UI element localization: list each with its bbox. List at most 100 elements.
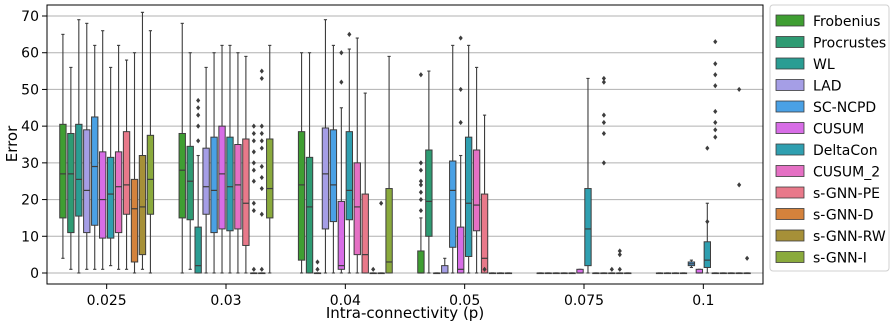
box-plot-box [321,19,330,274]
box-plot-box [417,72,425,274]
outlier-point [259,145,264,151]
outlier-point [259,266,264,272]
x-tick-label: 0.03 [210,293,241,309]
box-plot-box [735,86,743,275]
plot-area-frame [46,4,764,285]
outlier-point [601,130,606,137]
box-plot-box [719,272,727,275]
y-tick-label: 60 [21,46,39,62]
outlier-point [259,75,264,82]
box-plot-box [266,44,274,274]
legend-label: LAD [813,79,841,95]
box-plot-box [305,52,314,274]
outlier-point [737,182,742,188]
outlier-point [601,160,606,166]
outlier-point [458,35,463,41]
box-body [266,138,274,219]
box-plot-box [425,70,433,274]
legend-label: Frobenius [813,14,880,30]
legend-item: s-GNN-I [775,251,867,267]
legend-item: LAD [775,79,841,95]
outlier-point [601,79,606,85]
box-body [178,132,186,219]
box-plot-box [258,68,266,275]
box-plot-box [703,145,711,274]
legend-label: s-GNN-PE [813,186,880,202]
legend-item: Procrustes [775,36,886,52]
box-plot-box [616,248,624,275]
y-tick-label: 20 [21,193,39,209]
outlier-point [601,75,606,82]
y-tick-label: 0 [30,266,39,282]
outlier-point [458,86,463,93]
box-body [114,151,123,234]
outlier-point [418,207,423,214]
outlier-point [347,31,352,37]
outlier-point [418,196,423,203]
outlier-point [713,134,718,140]
outlier-point [418,189,423,195]
x-tick-label: 0.05 [449,293,480,309]
outlier-point [259,174,264,181]
legend-swatch [775,186,805,199]
box-body [361,193,369,274]
box-plot-box [114,44,123,270]
outlier-point [259,185,264,192]
outlier-point [251,138,256,144]
box-plot-box [608,266,616,275]
box-plot-box [83,22,91,270]
outlier-point [617,248,622,254]
box-plot-box [202,66,210,274]
box-body [584,188,592,267]
box-plot-box [250,123,258,275]
outlier-point [713,108,718,115]
box-body [417,250,425,274]
outlier-point [251,123,256,129]
box-body [194,226,202,274]
y-tick-label: 30 [21,156,39,172]
box-plot-box [663,272,672,275]
box-plot-box [457,35,465,274]
box-plot-box [433,272,441,275]
box-plot-box [122,59,131,270]
y-tick-label: 40 [21,119,39,135]
legend-frame [769,4,890,272]
legend-label: SC-NCPD [813,100,876,116]
box-body [345,131,353,221]
box-plot-box [449,44,457,274]
box-body [703,241,711,268]
legend-item: Frobenius [775,14,880,30]
box-plot-box [146,30,155,274]
box-plot-box [711,39,719,275]
legend: Frobenius Procrustes WL LAD SC-NCPD CUSUM Delt… [769,4,890,272]
x-tick-label: 0.075 [564,293,604,309]
box-body [146,134,155,215]
box-body [329,129,338,223]
box-plot-box [552,272,560,275]
box-plot-box [67,66,75,270]
box-plot-box [536,272,544,275]
box-body [106,156,115,239]
outlier-point [713,39,718,45]
legend-label: DeltaCon [813,143,878,159]
legend-label: WL [813,57,835,73]
legend-swatch [775,100,805,113]
box-plot-box [687,259,696,269]
outlier-point [259,123,264,129]
grid-lines [47,15,763,274]
box-plot-box [480,114,489,274]
outlier-point [259,138,264,144]
box-plot-box [361,92,369,274]
outlier-point [196,105,201,111]
outlier-point [251,149,256,155]
box-body [210,136,218,234]
box-plot-box [345,31,353,274]
box-plot-box [695,268,704,274]
box-body [83,129,91,234]
outlier-point [737,86,742,93]
box-plot-box [329,44,338,274]
box-plot-box [488,272,497,275]
legend-item: s-GNN-PE [775,186,880,202]
outlier-point [251,266,256,272]
box-plot-box [194,97,202,274]
